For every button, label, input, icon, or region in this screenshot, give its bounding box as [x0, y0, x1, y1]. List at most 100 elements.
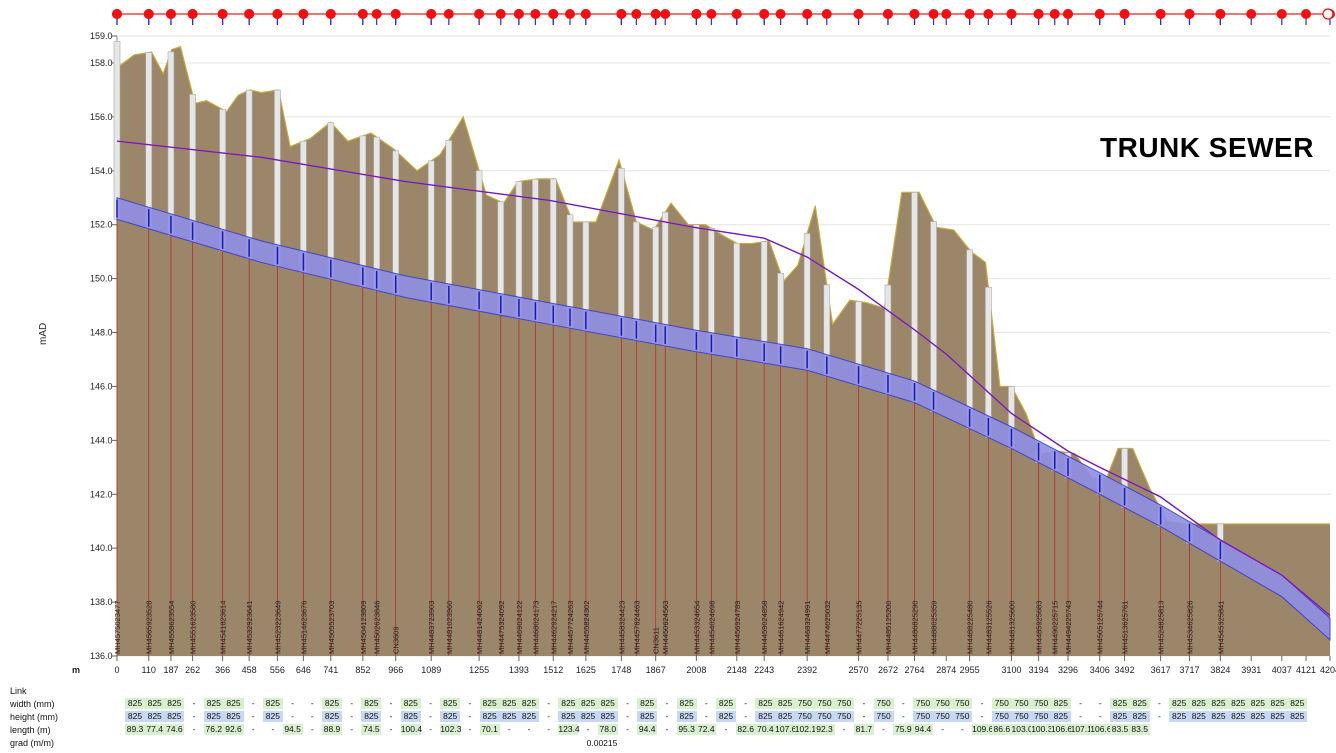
width-cell: 750	[1011, 698, 1032, 709]
height-cell: -	[1079, 711, 1083, 721]
node-label: MH4462924217	[549, 601, 558, 654]
node-label: MH4551623580	[189, 601, 198, 654]
width-cell: 750	[932, 698, 953, 709]
x-tick-label: 2008	[686, 665, 706, 675]
hydraulic-grade-line-blue	[116, 140, 1331, 616]
x-tick-label: 852	[355, 665, 370, 675]
length-cell: 107.6	[775, 724, 797, 735]
node-label: MH4485925683	[1035, 601, 1044, 654]
x-tick-label: 3100	[1001, 665, 1021, 675]
x-tick-label: 1089	[421, 665, 441, 675]
x-tick-label: 2764	[904, 665, 924, 675]
length-cell: -	[389, 724, 393, 734]
node-label: MH4469024122	[515, 601, 524, 654]
y-tick-label: 136.0	[90, 651, 113, 661]
width-cell: 825	[262, 698, 283, 709]
node-marker	[272, 9, 283, 19]
x-tick-label: 3406	[1090, 665, 1110, 675]
width-cell: 750	[814, 698, 835, 709]
x-axis-label: m	[72, 665, 80, 675]
node-label: MH4477225135	[855, 601, 864, 654]
width-cell: 825	[597, 698, 618, 709]
length-cell: -	[527, 724, 531, 734]
height-cell: 825	[519, 711, 539, 722]
height-cell: -	[350, 711, 354, 721]
y-tick-label: 144.0	[90, 435, 113, 445]
length-cell: 89.3	[125, 724, 145, 735]
x-tick-label: 1393	[509, 665, 529, 675]
width-cell: -	[862, 698, 866, 708]
node-marker	[1184, 9, 1195, 19]
width-cell: -	[429, 698, 432, 708]
width-cell: -	[980, 698, 984, 708]
x-tick-label: 1748	[611, 665, 631, 675]
height-cell: 825	[578, 711, 599, 722]
height-cell: 825	[775, 711, 796, 722]
node-marker	[1033, 9, 1044, 19]
manhole-shaft	[113, 41, 121, 220]
height-cell: 750	[932, 711, 953, 722]
width-cell: -	[901, 698, 905, 708]
x-tick-label: 2243	[754, 665, 774, 675]
x-tick-label: 1867	[646, 665, 666, 675]
width-cell: 825	[499, 698, 520, 709]
node-marker	[564, 9, 575, 19]
node-marker	[964, 9, 975, 19]
height-cell: -	[980, 711, 984, 721]
width-cell: 825	[578, 698, 599, 709]
width-cell: 825	[1188, 698, 1209, 709]
node-marker	[650, 9, 661, 19]
node-label: MH4474025032	[823, 601, 832, 654]
node-marker	[1094, 9, 1105, 19]
width-cell: -	[350, 698, 354, 708]
width-cell: 825	[1228, 698, 1249, 709]
row-label-width: width (mm)	[10, 699, 55, 709]
width-cell: 825	[144, 698, 165, 709]
node-label: MH4457724263	[566, 601, 575, 654]
height-cell: -	[291, 711, 295, 721]
width-cell: -	[744, 698, 748, 708]
node-label: MH4488025359	[930, 601, 939, 654]
node-marker	[143, 9, 154, 19]
height-cell: -	[901, 711, 905, 721]
node-label: MH4575023477	[113, 601, 122, 654]
node-label: MH4514623676	[299, 601, 308, 654]
length-cell: -	[626, 724, 629, 734]
width-cell: -	[291, 698, 295, 708]
x-tick-label: 966	[388, 665, 403, 675]
y-tick-label: 150.0	[90, 274, 113, 284]
length-cell: 78.0	[597, 724, 618, 735]
node-marker	[244, 9, 255, 19]
node-marker	[165, 9, 176, 19]
y-tick-label: 156.0	[90, 112, 113, 122]
length-cell: 86.6	[991, 724, 1012, 735]
manhole-shaft	[618, 167, 625, 339]
width-cell: -	[1157, 698, 1161, 708]
node-label: MH4483723903	[427, 601, 436, 654]
node-marker	[631, 9, 642, 19]
node-label: MH4458324423	[617, 601, 626, 654]
width-cell: 750	[952, 698, 973, 709]
manhole-shaft	[274, 89, 281, 267]
node-label: MH4468324991	[803, 601, 812, 654]
height-cell: 825	[1169, 711, 1190, 722]
link-properties-table: Link width (mm) height (mm) length (m) g…	[0, 683, 1336, 753]
x-tick-label: 1625	[576, 665, 596, 675]
node-label: MH4532923641	[245, 601, 254, 654]
x-tick-label: 2148	[727, 665, 747, 675]
x-tick-label: 458	[242, 665, 257, 675]
node-label: MH4505523703	[327, 601, 336, 654]
length-cell: 123.4	[558, 724, 580, 735]
node-marker	[928, 9, 939, 19]
height-cell: 825	[400, 711, 421, 722]
manhole-shaft	[930, 221, 937, 412]
manhole-shaft	[145, 52, 153, 230]
length-cell: 103.0	[1011, 724, 1033, 735]
height-cell: 750	[913, 711, 933, 722]
pipe-band	[116, 197, 1331, 641]
node-label: MH4565923528	[145, 601, 154, 654]
height-cell: 825	[144, 711, 165, 722]
x-tick-label: 1255	[469, 665, 489, 675]
length-cell: -	[507, 724, 511, 734]
width-cell: 825	[676, 698, 697, 709]
